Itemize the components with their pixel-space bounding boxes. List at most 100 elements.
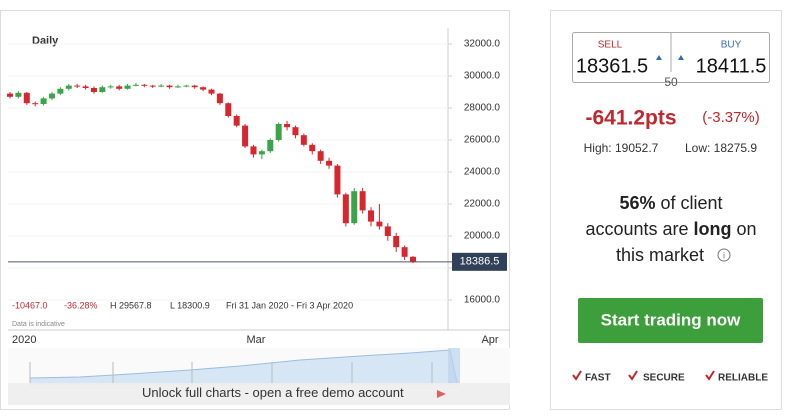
stat: H 29567.8 [110, 300, 152, 310]
stat: -36.28% [64, 300, 98, 310]
banner [8, 383, 510, 405]
sell-label: SELL [598, 40, 623, 51]
candle-body [384, 226, 391, 236]
y-tick-label: 32000.0 [464, 39, 501, 50]
candle-body [90, 88, 97, 92]
candle-body [401, 247, 408, 257]
candle-body [15, 92, 22, 97]
low: Low: 18275.9 [685, 141, 757, 155]
y-tick-label: 22000.0 [464, 199, 501, 210]
navigator-dividers [29, 362, 433, 384]
high: High: 19052.7 [584, 141, 659, 155]
candle-body [267, 140, 274, 152]
candle-body [393, 236, 400, 248]
candle-body [65, 85, 72, 89]
stat: Fri 31 Jan 2020 - Fri 3 Apr 2020 [226, 300, 353, 310]
candle-body [32, 103, 39, 105]
candle-body [334, 165, 341, 195]
x-tick-label: Mar [247, 334, 266, 346]
buy-label: BUY [721, 40, 742, 51]
candle-body [174, 86, 181, 88]
candle-body [48, 93, 55, 99]
sentiment-line: 56% of client [619, 193, 722, 213]
feature: SECURE [643, 373, 685, 384]
candle-body [326, 160, 333, 166]
stat: L 18300.9 [170, 300, 210, 310]
banner-text: Unlock full charts - open a free demo ac… [142, 385, 404, 400]
chart-title: Daily [32, 35, 59, 47]
banner-lead: Unlock full charts - [142, 385, 253, 400]
candle-body [250, 146, 257, 155]
candle-body [208, 89, 215, 94]
candle-body [116, 86, 123, 89]
last-price-label: 18386.5 [460, 256, 500, 268]
candle-body [82, 86, 89, 88]
feature: RELIABLE [718, 373, 768, 384]
candle-body [309, 144, 316, 152]
candle-body [57, 88, 64, 94]
x-tick-label: Apr [481, 334, 498, 346]
candle-body [200, 87, 207, 90]
candle-body [242, 125, 249, 147]
spread: 50 [664, 75, 678, 89]
start-button-label[interactable]: Start trading now [601, 310, 742, 329]
feature: FAST [585, 373, 611, 384]
sentiment-line: this market [616, 245, 704, 265]
candle-body [300, 135, 307, 145]
candle-body [225, 103, 232, 116]
candle-body [233, 116, 240, 126]
sentiment-text: accounts are [585, 219, 693, 239]
candle-body [99, 87, 106, 92]
candle-body [292, 127, 299, 136]
candle-body [342, 194, 349, 224]
candle-body [351, 191, 358, 224]
candle-body [191, 85, 198, 88]
banner-arrow [437, 390, 446, 398]
candle-body [376, 221, 383, 227]
candle-body [368, 210, 375, 222]
start-button[interactable] [578, 298, 763, 343]
candle-body [141, 84, 148, 86]
sentiment-text: on [732, 219, 757, 239]
y-tick-label: 20000.0 [464, 231, 501, 242]
y-tick-label: 30000.0 [464, 71, 501, 82]
candle-body [275, 124, 282, 140]
candle-body [410, 256, 416, 262]
candle-body [317, 151, 324, 161]
candle-body [166, 85, 173, 88]
change-pct: (-3.37%) [702, 109, 760, 126]
x-tick-label: 2020 [12, 334, 36, 346]
candle-body [359, 191, 366, 211]
sentiment-dir: long [694, 219, 732, 239]
sentiment-line: accounts are long on [585, 219, 756, 239]
candle-body [132, 84, 139, 86]
navigator-window [448, 348, 460, 384]
sentiment-pct: 56% [619, 193, 655, 213]
y-tick-label: 16000.0 [464, 295, 501, 306]
y-tick-label: 28000.0 [464, 103, 501, 114]
chart-box [0, 10, 510, 410]
candle-body [258, 151, 265, 155]
sentiment-text: of client [655, 193, 722, 213]
candle-body [23, 92, 30, 104]
candle-body [284, 124, 291, 128]
sentiment: 56% of client accounts are long on this … [585, 193, 756, 265]
sell-price[interactable]: 18361.5 [576, 55, 648, 77]
info-icon[interactable] [717, 248, 731, 262]
banner-link[interactable]: open a free demo account [253, 385, 404, 400]
candle-body [216, 93, 223, 104]
features: FAST SECURE RELIABLE [572, 370, 768, 384]
stat: -10467.0 [12, 300, 48, 310]
info-glyph: i [723, 250, 725, 260]
buy-price[interactable]: 18411.5 [696, 55, 767, 77]
sell-arrow [656, 55, 662, 60]
y-tick-label: 24000.0 [464, 167, 501, 178]
candle-body [74, 85, 81, 87]
candle-body [183, 85, 190, 87]
candle-body [107, 86, 114, 88]
buy-arrow [678, 55, 684, 60]
candle-body [149, 85, 156, 87]
change: -641.2pts [585, 107, 676, 130]
